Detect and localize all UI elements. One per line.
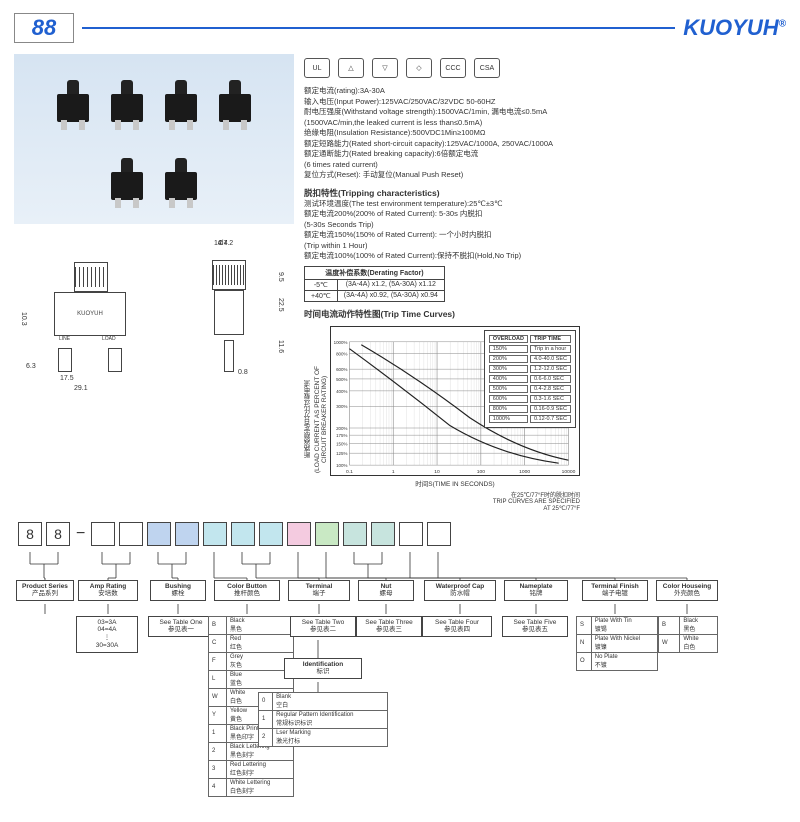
- ordering-column-label: Terminal端子: [288, 580, 350, 602]
- svg-text:0.1: 0.1: [346, 469, 353, 475]
- ordering-code-diagram: 88− Product Series产品系列Amp Rating安培数Bushi…: [14, 522, 786, 822]
- ordering-note: See Table Two 参见表二: [290, 616, 356, 638]
- ordering-column-label: Identification标识: [284, 658, 362, 680]
- chart-title: 时间电流动作特性图(Trip Time Curves): [304, 308, 786, 320]
- ordering-box: [343, 522, 367, 546]
- cert-icon: CCC: [440, 58, 466, 78]
- tripping-line: (Trip within 1 Hour): [304, 241, 786, 252]
- technical-drawing: KUOYUH 17.5 29.1 6.3 10.3 LINE LOAD 14.4…: [14, 232, 294, 392]
- svg-text:10: 10: [434, 469, 440, 475]
- header-rule: [82, 27, 675, 29]
- spec-line: 绝缘电阻(Insulation Resistance):500VDC1Min≥1…: [304, 128, 786, 139]
- ordering-column-label: Product Series产品系列: [16, 580, 74, 602]
- spec-line: 额定通断能力(Rated breaking capacity):6倍额定电流: [304, 149, 786, 160]
- svg-text:1000%: 1000%: [334, 339, 348, 344]
- spec-line: 耐电压强度(Withstand voltage strength):1500VA…: [304, 107, 786, 118]
- tripping-title: 脱扣特性(Tripping characteristics): [304, 187, 786, 199]
- header: 88 KUOYUH®: [14, 8, 786, 48]
- chart-legend: OVERLOADTRIP TIME150%Trip in a hour200%4…: [484, 330, 576, 428]
- svg-text:100%: 100%: [336, 463, 347, 468]
- svg-text:300%: 300%: [336, 404, 347, 409]
- cert-icon: ▽: [372, 58, 398, 78]
- tripping-line: 额定电流100%(100% of Rated Current):保持不脱扣(Ho…: [304, 251, 786, 262]
- tripping-line: 额定电流150%(150% of Rated Current): 一个小时内脱扣: [304, 230, 786, 241]
- svg-text:125%: 125%: [336, 451, 347, 456]
- svg-text:1000: 1000: [519, 469, 530, 475]
- svg-text:400%: 400%: [336, 388, 347, 393]
- ordering-note: 03=3A 04=4A ⋮ 30=30A: [76, 616, 138, 653]
- spec-line: 额定短路能力(Rated short-circuit capacity):125…: [304, 139, 786, 150]
- svg-text:175%: 175%: [336, 433, 347, 438]
- chart-xlabel: 时间S(TIME IN SECONDS): [330, 478, 580, 488]
- spec-line: (6 times rated current): [304, 160, 786, 171]
- ordering-box: 8: [46, 522, 70, 546]
- ordering-note: See Table Three 参见表三: [356, 616, 422, 638]
- ordering-box: [175, 522, 199, 546]
- certification-row: UL △ ▽ ◇ CCC CSA: [304, 54, 786, 82]
- tripping-line: 测试环境温度(The test environment temperature)…: [304, 199, 786, 210]
- chart-note: 在25℃/77°F时的脱扣时间 TRIP CURVES ARE SPECIFIE…: [330, 490, 580, 512]
- ordering-box: [231, 522, 255, 546]
- brand-name: KUOYUH®: [683, 15, 786, 41]
- ordering-note: See Table Four 参见表四: [422, 616, 492, 638]
- svg-text:100: 100: [477, 469, 485, 475]
- product-photo: [14, 54, 294, 224]
- ordering-column-label: Waterproof Cap防水帽: [424, 580, 496, 602]
- cert-icon: △: [338, 58, 364, 78]
- ordering-column-label: Terminal Finish端子电镀: [582, 580, 648, 602]
- ordering-box: [203, 522, 227, 546]
- ordering-option-table: BBlack 黑色WWhite 白色: [658, 616, 718, 653]
- tripping-line: (5-30s Seconds Trip): [304, 220, 786, 231]
- spec-line: 复位方式(Reset): 手动复位(Manual Push Reset): [304, 170, 786, 181]
- tripping-line: 额定电流200%(200% of Rated Current): 5-30s 内…: [304, 209, 786, 220]
- ordering-box: [259, 522, 283, 546]
- ordering-box: [287, 522, 311, 546]
- derating-table: 温度补偿系数(Derating Factor) -5℃(3A-4A) x1.2,…: [304, 266, 445, 302]
- cert-icon: ◇: [406, 58, 432, 78]
- ordering-column-label: Nameplate铭牌: [504, 580, 568, 602]
- ordering-box: [119, 522, 143, 546]
- svg-text:800%: 800%: [336, 351, 347, 356]
- svg-text:500%: 500%: [336, 376, 347, 381]
- ordering-box: [399, 522, 423, 546]
- ordering-column-label: Bushing螺栓: [150, 580, 206, 602]
- ordering-column-label: Color Button推杆颜色: [214, 580, 280, 602]
- page-number: 88: [14, 13, 74, 43]
- trip-time-chart: 0.1 1 10 100 1000 10000 100% 125% 150% 175% 200% 30…: [330, 326, 580, 476]
- svg-text:200%: 200%: [336, 425, 347, 430]
- svg-text:10000: 10000: [562, 469, 576, 475]
- spec-line: 输入电压(Input Power):125VAC/250VAC/32VDC 50…: [304, 97, 786, 108]
- ordering-column-label: Color Houseing外壳颜色: [656, 580, 718, 602]
- ordering-column-label: Amp Rating安培数: [78, 580, 138, 602]
- chart-ylabel: 断路器额定百分比过载电流(LOAD CURRENT AS PERCENT OF …: [304, 326, 324, 512]
- ordering-box: 8: [18, 522, 42, 546]
- ordering-note: See Table Five 参见表五: [502, 616, 568, 638]
- ordering-box: [427, 522, 451, 546]
- spec-line: (1500VAC/min,the leaked current is less …: [304, 118, 786, 129]
- cert-icon: CSA: [474, 58, 500, 78]
- ordering-box: [315, 522, 339, 546]
- ordering-box: [91, 522, 115, 546]
- svg-text:1: 1: [392, 469, 395, 475]
- ordering-box: [147, 522, 171, 546]
- ordering-note: See Table One 参见表一: [148, 616, 214, 638]
- ordering-column-label: Nut螺母: [358, 580, 414, 602]
- cert-icon: UL: [304, 58, 330, 78]
- specs-column: UL △ ▽ ◇ CCC CSA 额定电流(rating):3A-30A输入电压(Inpu…: [304, 54, 786, 512]
- svg-text:600%: 600%: [336, 367, 347, 372]
- ordering-box: [371, 522, 395, 546]
- ordering-option-table: 0Blank 空白1Regular Pattern Identification…: [258, 692, 388, 747]
- spec-line: 额定电流(rating):3A-30A: [304, 86, 786, 97]
- svg-text:150%: 150%: [336, 441, 347, 446]
- ordering-option-table: SPlate With Tin 镀锡NPlate With Nickel 镀镍O…: [576, 616, 658, 671]
